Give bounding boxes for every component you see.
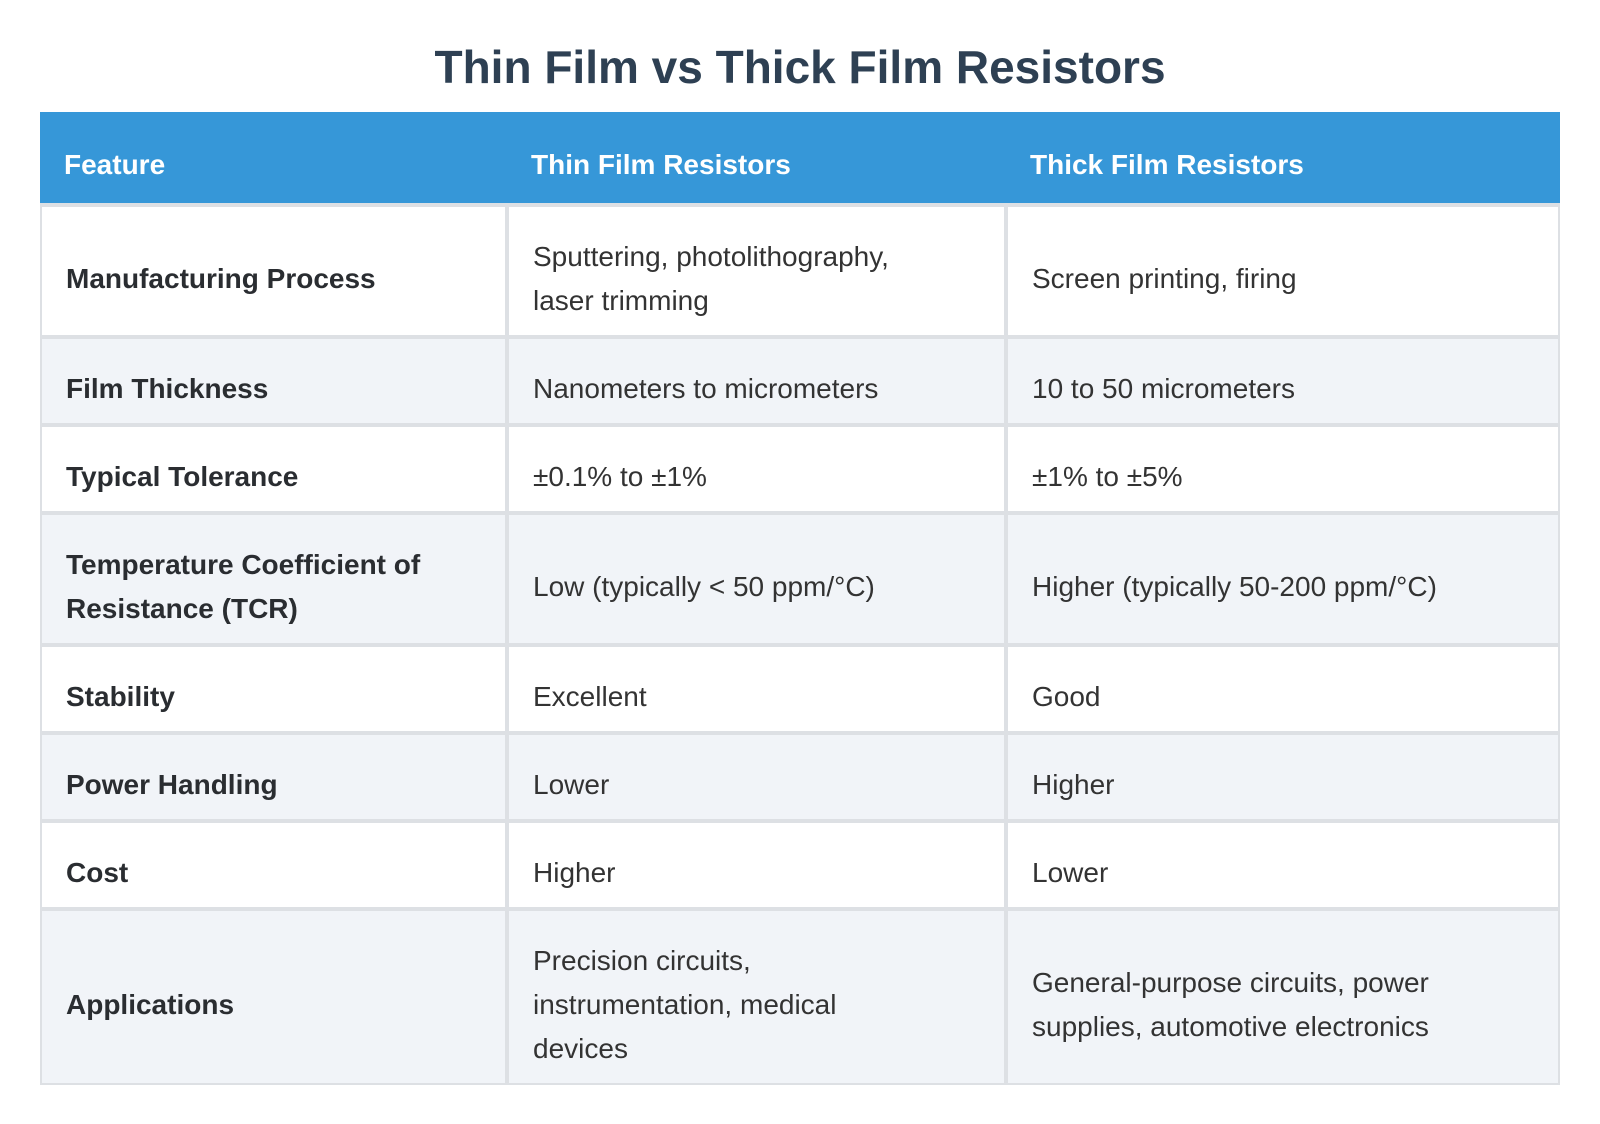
table-row: Cost Higher Lower <box>40 820 1560 909</box>
thick-film-cell: Higher (typically 50-200 ppm/°C) <box>1006 512 1560 645</box>
thick-film-cell: Screen printing, firing <box>1006 204 1560 337</box>
thin-film-cell: Excellent <box>507 644 1006 733</box>
feature-cell: Film Thickness <box>40 336 507 425</box>
thin-film-cell: Sputtering, photolithography, laser trim… <box>507 204 1006 337</box>
column-header-thick-film: Thick Film Resistors <box>1006 111 1560 205</box>
feature-cell: Temperature Coefficient of Resistance (T… <box>40 512 507 645</box>
thin-film-cell: ±0.1% to ±1% <box>507 424 1006 513</box>
comparison-table: Feature Thin Film Resistors Thick Film R… <box>40 111 1560 1085</box>
feature-cell: Manufacturing Process <box>40 204 507 337</box>
table-row: Power Handling Lower Higher <box>40 732 1560 821</box>
thin-film-cell: Higher <box>507 820 1006 909</box>
feature-cell: Typical Tolerance <box>40 424 507 513</box>
thin-film-cell: Nanometers to micrometers <box>507 336 1006 425</box>
thick-film-cell: General-purpose circuits, power supplies… <box>1006 908 1560 1085</box>
table-row: Manufacturing Process Sputtering, photol… <box>40 204 1560 337</box>
feature-cell: Cost <box>40 820 507 909</box>
column-header-feature: Feature <box>40 111 507 205</box>
header-row: Feature Thin Film Resistors Thick Film R… <box>40 111 1560 205</box>
column-header-thin-film: Thin Film Resistors <box>507 111 1006 205</box>
page-title: Thin Film vs Thick Film Resistors <box>434 41 1166 93</box>
table-row: Typical Tolerance ±0.1% to ±1% ±1% to ±5… <box>40 424 1560 513</box>
thick-film-cell: Higher <box>1006 732 1560 821</box>
thin-film-cell: Low (typically < 50 ppm/°C) <box>507 512 1006 645</box>
thin-film-cell: Precision circuits, instrumentation, med… <box>507 908 1006 1085</box>
thick-film-cell: 10 to 50 micrometers <box>1006 336 1560 425</box>
table-row: Applications Precision circuits, instrum… <box>40 908 1560 1085</box>
table-row: Stability Excellent Good <box>40 644 1560 733</box>
thick-film-cell: ±1% to ±5% <box>1006 424 1560 513</box>
thin-film-cell: Lower <box>507 732 1006 821</box>
feature-cell: Stability <box>40 644 507 733</box>
thick-film-cell: Lower <box>1006 820 1560 909</box>
feature-cell: Applications <box>40 908 507 1085</box>
thick-film-cell: Good <box>1006 644 1560 733</box>
feature-cell: Power Handling <box>40 732 507 821</box>
table-row: Film Thickness Nanometers to micrometers… <box>40 336 1560 425</box>
table-row: Temperature Coefficient of Resistance (T… <box>40 512 1560 645</box>
